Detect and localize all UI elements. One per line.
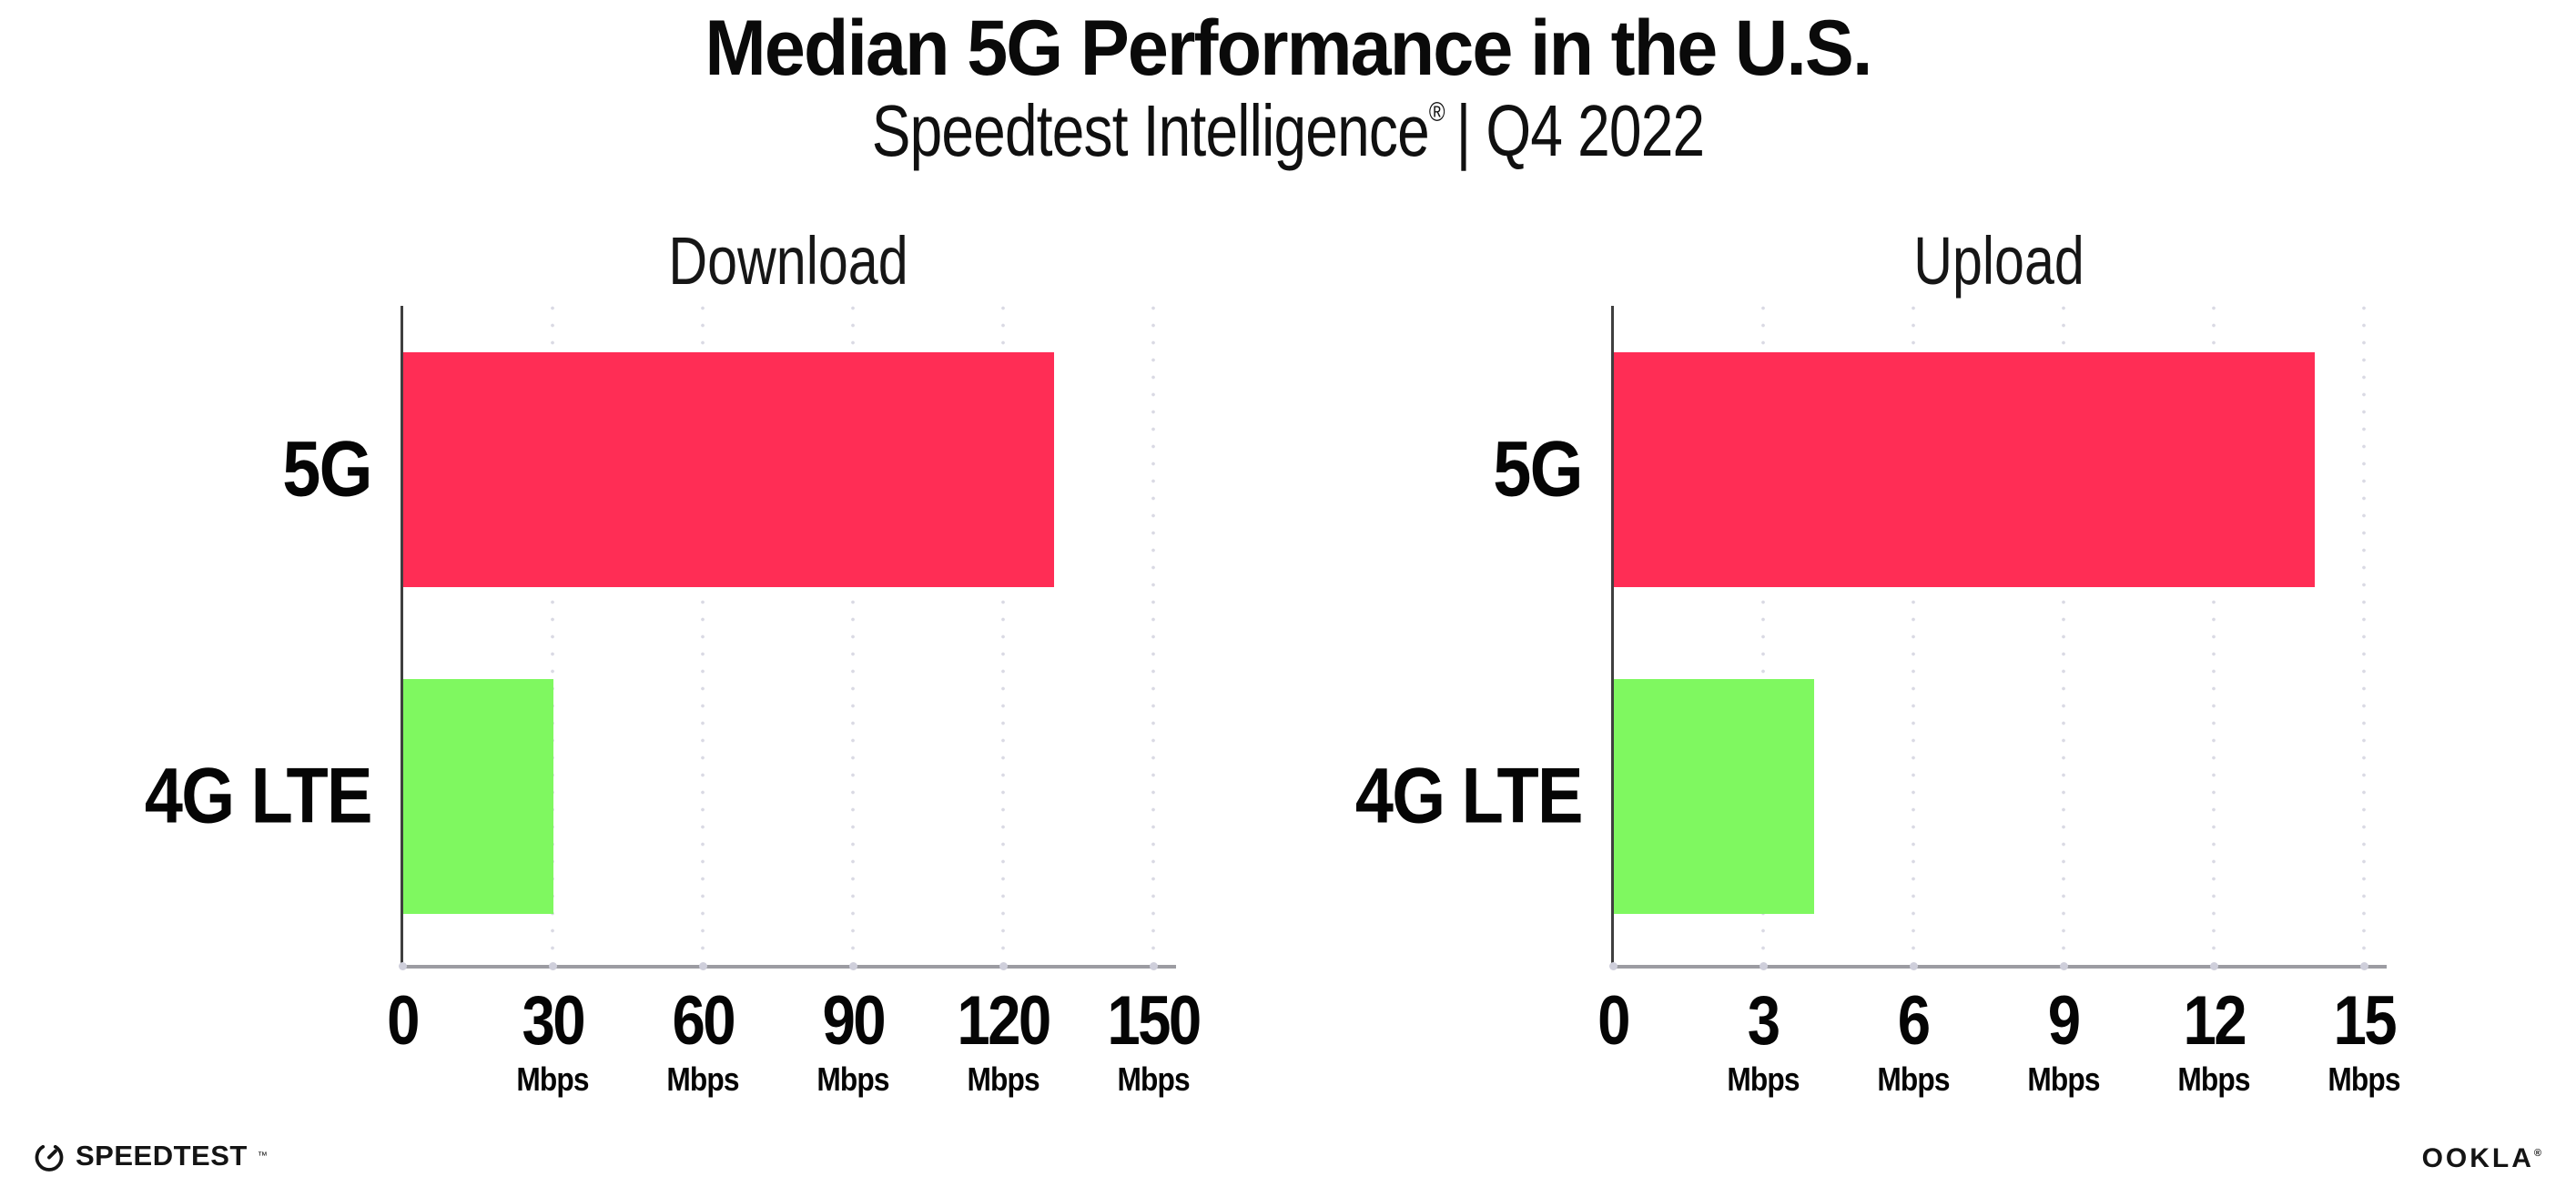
gridline-90 [851,306,855,966]
gridline-15 [2362,306,2366,966]
registered-mark-icon: ® [2533,1148,2541,1159]
bar-4g-lte [1614,679,1814,914]
ookla-wordmark: OOKLA [2421,1143,2534,1173]
x-tick-unit: Mbps [1727,1060,1800,1098]
x-tick-label-150: 150 Mbps [1100,987,1207,1096]
x-tick-label-3: 3 Mbps [1722,987,1804,1096]
x-tick-label-60: 60 Mbps [662,987,744,1096]
axis-tick-dot [2359,962,2368,970]
x-tick-value: 9 [2048,982,2081,1060]
subtitle-brand: Speedtest Intelligence [871,90,1430,171]
x-tick-value: 0 [1597,982,1630,1060]
speedometer-gauge-icon [35,1144,64,1172]
x-tick-value: 3 [1748,982,1780,1060]
x-tick-label-9: 9 Mbps [2023,987,2104,1096]
page-title: Median 5G Performance in the U.S. [705,5,1872,92]
registered-mark-icon: ® [1428,97,1445,127]
axis-tick-dot [848,962,857,970]
gridline-30 [551,306,554,966]
x-tick-value: 0 [387,982,420,1060]
x-tick-unit: Mbps [816,1060,889,1098]
x-tick-label-90: 90 Mbps [812,987,894,1096]
category-label-5g: 5G [282,425,373,513]
ookla-logo: OOKLA® [2422,1143,2541,1174]
axis-tick-dot [1909,962,1918,970]
x-tick-label-120: 120 Mbps [949,987,1057,1096]
category-label-5g: 5G [1493,425,1584,513]
x-tick-unit: Mbps [967,1060,1040,1098]
x-tick-value: 15 [2333,982,2397,1060]
category-label-4g-lte: 4G LTE [1355,752,1584,840]
bar-5g [403,352,1054,587]
x-tick-unit: Mbps [666,1060,739,1098]
x-tick-label-15: 15 Mbps [2323,987,2405,1096]
gridline-120 [1001,306,1005,966]
axis-tick-dot [548,962,557,970]
x-tick-value: 6 [1898,982,1931,1060]
axis-tick-dot [999,962,1008,970]
x-axis-line [401,965,1176,969]
subtitle-period: | Q4 2022 [1455,90,1706,171]
gridline-6 [1912,306,1915,966]
axis-tick-dot [398,962,407,970]
download-chart-title: Download [668,223,908,299]
x-tick-label-12: 12 Mbps [2173,987,2255,1096]
axis-tick-dot [1149,962,1158,970]
x-tick-label-0: 0 [384,987,420,1056]
axis-tick-dot [1759,962,1768,970]
axis-tick-dot [2059,962,2068,970]
upload-chart: Upload 5G 4G LTE 0 3 Mbps 6 Mbps 9 Mbps 12 Mbps 15… [1355,223,2400,1096]
bar-5g [1614,352,2315,587]
trademark-icon: ™ [257,1151,268,1161]
gridline-60 [701,306,705,966]
x-tick-unit: Mbps [2177,1060,2250,1098]
bar-4g-lte [403,679,553,914]
gridline-3 [1761,306,1765,966]
gridline-9 [2062,306,2065,966]
upload-plot-area: 5G 4G LTE [1355,306,2387,970]
gridline-12 [2212,306,2216,966]
x-tick-value: 12 [2183,982,2246,1060]
x-tick-label-30: 30 Mbps [512,987,593,1096]
x-tick-label-6: 6 Mbps [1872,987,1954,1096]
x-tick-value: 60 [672,982,735,1060]
x-tick-label-0: 0 [1595,987,1630,1056]
x-tick-unit: Mbps [516,1060,589,1098]
upload-chart-title: Upload [1913,223,2084,299]
gridline-150 [1151,306,1155,966]
speedtest-logo: SPEEDTEST ™ [33,1140,268,1172]
x-tick-value: 120 [957,982,1051,1060]
speedtest-wordmark: SPEEDTEST [76,1140,248,1172]
x-tick-unit: Mbps [2328,1060,2400,1098]
x-tick-value: 150 [1107,982,1202,1060]
category-label-4g-lte: 4G LTE [145,752,373,840]
y-axis-line [401,306,403,968]
y-axis-line [1611,306,1614,968]
x-tick-unit: Mbps [1877,1060,1950,1098]
axis-tick-dot [2209,962,2218,970]
x-tick-unit: Mbps [2027,1060,2100,1098]
x-tick-value: 30 [522,982,585,1060]
x-axis-line [1611,965,2387,969]
axis-tick-dot [698,962,707,970]
download-plot-area: 5G 4G LTE [145,306,1176,970]
x-tick-unit: Mbps [1117,1060,1190,1098]
axis-tick-dot [1608,962,1618,970]
download-chart: Download 5G 4G LTE 0 30 Mbps 60 Mbps 90 Mbps 120… [145,223,1202,1096]
subtitle: Speedtest Intelligence® | Q4 2022 [258,91,2318,171]
x-tick-value: 90 [822,982,886,1060]
